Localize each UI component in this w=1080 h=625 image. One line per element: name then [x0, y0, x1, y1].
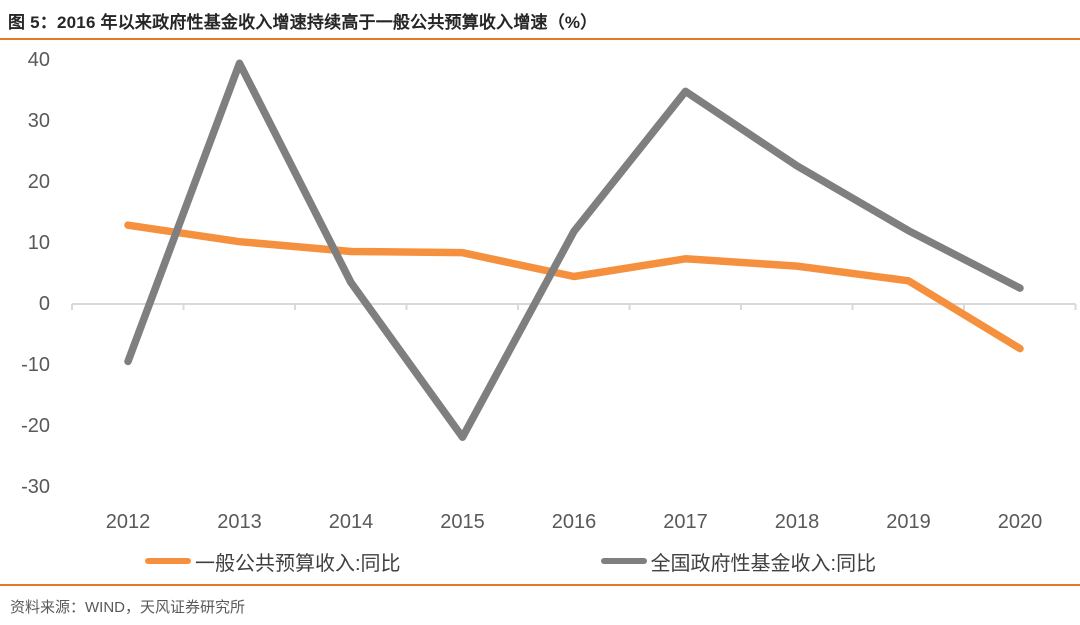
x-axis-tick-label: 2016: [551, 511, 597, 533]
y-axis-tick-label: 30: [27, 109, 50, 132]
line-chart: 40 30 20 10 0 -10 -20 -30 2012 2013 2014 2015 2016 2…: [0, 40, 1080, 540]
y-axis-tick-label: -10: [21, 354, 50, 377]
legend-item-budget-revenue: 一般公共预算收入:同比: [145, 547, 401, 576]
orange-line-swatch: [145, 558, 191, 564]
figure-title: 图 5：2016 年以来政府性基金收入增速持续高于一般公共预算收入增速（%）: [8, 13, 598, 32]
y-axis-tick-label: -20: [21, 415, 50, 438]
legend-label: 全国政府性基金收入:同比: [650, 552, 877, 575]
source-note: 资料来源：WIND，天风证券研究所: [10, 599, 245, 616]
chart-legend: 一般公共预算收入:同比 全国政府性基金收入:同比: [0, 546, 1080, 576]
x-axis-tick-label: 2015: [440, 511, 485, 533]
x-axis-tick-label: 2017: [663, 511, 708, 533]
legend-label: 一般公共预算收入:同比: [195, 552, 401, 575]
legend-item-gov-fund-revenue: 全国政府性基金收入:同比: [600, 547, 877, 576]
bottom-accent-rule: [0, 584, 1080, 586]
gray-line-swatch: [600, 558, 647, 564]
series-line-0: [124, 221, 1024, 353]
y-axis-tick-label: 20: [27, 170, 50, 193]
x-axis-tick-label: 2012: [105, 511, 151, 533]
x-axis-tick-label: 2020: [997, 511, 1043, 533]
x-axis-tick-label: 2013: [217, 511, 262, 533]
y-axis-tick-label: -30: [21, 476, 50, 499]
series-line-1: [124, 59, 1024, 441]
y-axis-tick-label: 0: [38, 293, 50, 315]
y-axis-tick-label: 40: [27, 48, 50, 71]
x-axis-tick-label: 2019: [886, 511, 931, 533]
chart-canvas: [71, 59, 1077, 441]
x-axis-tick-label: 2014: [328, 511, 374, 533]
y-axis-tick-label: 10: [27, 231, 50, 254]
top-accent-rule: [0, 38, 1080, 40]
x-axis-tick-label: 2018: [774, 511, 820, 533]
